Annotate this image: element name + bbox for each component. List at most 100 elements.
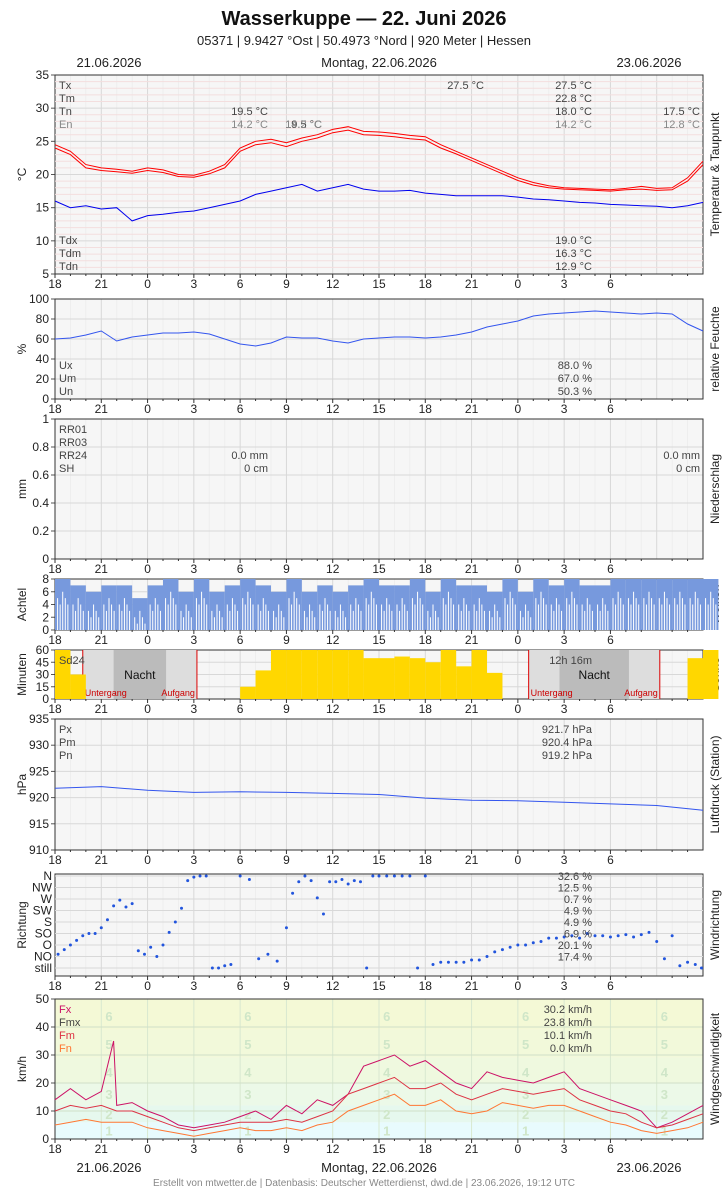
wind_speed-xtick-label: 6 [237,1142,244,1156]
winddir-point [593,934,597,938]
winddir-stat: 0.7 % [564,894,592,906]
wind_direction-xtick-label: 6 [237,979,244,993]
clouds-xtick-label: 0 [144,633,151,647]
pressure-ytick-label: 910 [29,843,49,857]
humidity-ytick-label: 60 [36,332,50,346]
precipitation-ytick-label: 0 [42,552,49,566]
winddir-stat: 6.9 % [564,929,592,941]
temperature-xtick-label: 15 [372,277,386,291]
sunshine-xtick-label: 3 [191,702,198,716]
winddir-point [99,926,103,930]
beaufort-label: 5 [244,1037,251,1052]
temperature-xtick-label: 0 [515,277,522,291]
humidity-side-label: relative Feuchte [708,306,722,392]
wind_direction-xtick-label: 12 [326,979,340,993]
sun-bar [240,686,256,699]
pressure-xtick-label: 3 [191,853,198,867]
winddir-point [229,963,233,967]
winddir-point [210,966,214,970]
sun-legend-left: Sd24 [59,655,85,667]
clouds-xtick-label: 18 [419,633,433,647]
winddir-point [431,963,435,967]
windspeed-series-Fmx [54,1076,704,1132]
sunshine-xtick-label: 0 [144,702,151,716]
pressure-xtick-label: 21 [95,853,109,867]
date-right-bottom: 23.06.2026 [616,1160,681,1175]
temperature-legend-label: Tm [59,93,75,105]
temperature-series-T2 [54,129,704,192]
winddir-point [217,966,221,970]
temperature-xtick-label: 12 [326,277,340,291]
humidity-xtick-label: 6 [237,402,244,416]
beaufort-label: 1 [244,1124,251,1139]
humidity-xtick-label: 3 [191,402,198,416]
winddir-stat: 12.5 % [558,883,592,895]
winddir-point [223,964,227,968]
wind_direction-side-label: Windrichtung [708,890,722,960]
beaufort-label: 2 [522,1107,529,1122]
wind_speed-xtick-label: 18 [419,1142,433,1156]
sun-bar [286,650,302,699]
winddir-point [524,943,528,947]
winddir-stat: 32.6 % [558,871,592,883]
winddir-point [186,879,190,883]
temperature-xtick-label: 21 [465,277,479,291]
winddir-point [266,952,270,956]
wind_speed-ytick-label: 10 [36,1104,50,1118]
temperature-legend-label: Tn [59,106,72,118]
pressure-xtick-label: 12 [326,853,340,867]
clouds-xtick-label: 6 [237,633,244,647]
pressure-legend-value: 921.7 hPa [542,724,593,736]
beaufort-label: 4 [661,1065,669,1080]
pressure-legend-label: Pn [59,750,72,762]
wind_speed-side-label: Windgeschwindigkeit [708,1012,722,1125]
beaufort-label: 6 [661,1009,668,1024]
sunshine-ytick-label: 45 [36,655,50,669]
sunset-label: Untergang [531,688,573,698]
winddir-point [578,936,582,940]
winddir-category-label: NO [34,950,52,964]
windspeed-legend-value: 10.1 km/h [544,1030,592,1042]
sun-bar [255,670,271,699]
sun-bar [271,650,287,699]
winddir-point [105,918,109,922]
temperature-xtick-label: 9 [283,277,290,291]
temperature-en-mid: 14.2 °C [285,119,322,131]
dewpoint-legend-label: Tdn [59,261,78,273]
winddir-category-label: N [43,869,52,883]
clouds-xtick-label: 6 [607,633,614,647]
winddir-point [309,879,313,883]
precipitation-xtick-label: 15 [372,562,386,576]
humidity-legend-label: Un [59,386,73,398]
wind_speed-xtick-label: 0 [515,1142,522,1156]
windspeed-legend-value: 30.2 km/h [544,1004,592,1016]
wind_direction-xtick-label: 9 [283,979,290,993]
pressure-ytick-label: 915 [29,817,49,831]
precip-legend-value-left: 0 cm [244,463,268,475]
humidity-ytick-label: 100 [29,292,49,306]
temperature-legend-label: Tx [59,80,72,92]
pressure-ytick-label: 925 [29,764,49,778]
pressure-xtick-label: 0 [515,853,522,867]
wind_direction-xtick-label: 21 [465,979,479,993]
winddir-point [531,941,535,945]
winddir-category-label: still [35,961,52,975]
sunshine-xtick-label: 12 [326,702,340,716]
temperature-ytick-label: 35 [36,68,50,82]
precip-legend-label: RR01 [59,424,87,436]
winddir-point [655,940,659,944]
winddir-point [275,959,279,963]
clouds-xtick-label: 21 [465,633,479,647]
humidity-legend-label: Ux [59,360,73,372]
sun-bar [425,662,441,699]
humidity-ylabel: % [15,343,29,354]
winddir-point [198,874,202,878]
precipitation-xtick-label: 0 [144,562,151,576]
wind_direction-xtick-label: 18 [419,979,433,993]
sun-bar [301,650,318,699]
winddir-point [670,934,674,938]
sunshine-xtick-label: 6 [237,702,244,716]
humidity-ytick-label: 80 [36,312,50,326]
beaufort-label: 5 [383,1037,390,1052]
